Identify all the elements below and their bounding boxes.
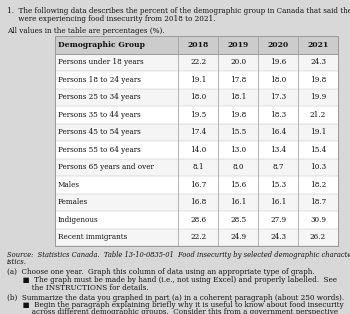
Text: ■  The graph must be made by hand (i.e., not using Excel) and properly labelled.: ■ The graph must be made by hand (i.e., … [7,276,337,284]
Text: 15.5: 15.5 [230,128,246,136]
Text: 20.0: 20.0 [230,58,246,66]
Bar [55,193,338,211]
Text: 19.1: 19.1 [310,128,326,136]
Text: 16.1: 16.1 [230,198,246,206]
Text: 28.5: 28.5 [230,216,246,224]
Text: 8.7: 8.7 [272,163,284,171]
Text: 1.  The following data describes the percent of the demographic group in Canada : 1. The following data describes the perc… [7,7,350,15]
Text: 19.6: 19.6 [270,58,286,66]
Text: Females: Females [58,198,88,206]
Bar [55,123,338,141]
Text: the INSTRUCTIONS for details.: the INSTRUCTIONS for details. [7,284,149,291]
Text: 8.0: 8.0 [232,163,244,171]
Text: across different demographic groups.  Consider this from a government perspectiv: across different demographic groups. Con… [7,308,338,314]
Bar [55,159,338,176]
Text: 2020: 2020 [267,41,289,49]
Text: 17.8: 17.8 [230,76,246,84]
Bar [55,176,338,193]
Text: 13.0: 13.0 [230,146,246,154]
Text: (a)  Choose one year.  Graph this column of data using an appropriate type of gr: (a) Choose one year. Graph this column o… [7,268,315,277]
Bar [55,53,338,71]
Text: were experiencing food insecurity from 2018 to 2021.: were experiencing food insecurity from 2… [7,15,216,23]
Text: 27.9: 27.9 [270,216,286,224]
Text: 15.4: 15.4 [310,146,326,154]
Bar [55,89,338,106]
Text: 22.2: 22.2 [190,58,206,66]
Text: Persons 55 to 64 years: Persons 55 to 64 years [58,146,141,154]
Text: 18.3: 18.3 [270,111,286,119]
Text: 24.9: 24.9 [230,233,246,241]
Text: 24.3: 24.3 [270,233,286,241]
Text: 8.1: 8.1 [192,163,204,171]
Text: ■  Begin the paragraph explaining briefly why it is useful to know about food in: ■ Begin the paragraph explaining briefly… [7,301,344,309]
Text: (b)  Summarize the data you graphed in part (a) in a coherent paragraph (about 2: (b) Summarize the data you graphed in pa… [7,294,344,301]
Text: Persons 65 years and over: Persons 65 years and over [58,163,154,171]
Text: 2021: 2021 [307,41,329,49]
Text: Indigenous: Indigenous [58,216,99,224]
Text: 26.2: 26.2 [310,233,326,241]
Bar [55,36,338,246]
Text: 16.4: 16.4 [270,128,286,136]
Text: 18.7: 18.7 [310,198,326,206]
Text: istics.: istics. [7,258,27,267]
Text: Persons under 18 years: Persons under 18 years [58,58,144,66]
Text: 2019: 2019 [228,41,249,49]
Text: 15.3: 15.3 [270,181,286,189]
Text: Persons 45 to 54 years: Persons 45 to 54 years [58,128,141,136]
Text: 19.1: 19.1 [190,76,206,84]
Bar [55,36,338,53]
Text: Persons 18 to 24 years: Persons 18 to 24 years [58,76,141,84]
Bar [55,141,338,159]
Text: 21.2: 21.2 [310,111,326,119]
Bar [55,106,338,123]
Text: Persons 35 to 44 years: Persons 35 to 44 years [58,111,141,119]
Text: 18.2: 18.2 [310,181,326,189]
Text: 19.5: 19.5 [190,111,206,119]
Text: Source:  Statistics Canada.  Table 13-10-0835-01  Food insecurity by selected de: Source: Statistics Canada. Table 13-10-0… [7,251,350,259]
Text: 16.1: 16.1 [270,198,286,206]
Text: 15.6: 15.6 [230,181,246,189]
Text: 19.9: 19.9 [310,93,326,101]
Text: 18.0: 18.0 [190,93,206,101]
Text: Persons 25 to 34 years: Persons 25 to 34 years [58,93,141,101]
Text: 30.9: 30.9 [310,216,326,224]
Text: 18.1: 18.1 [230,93,246,101]
Text: All values in the table are percentages (%).: All values in the table are percentages … [7,27,164,35]
Bar [55,71,338,89]
Text: 18.0: 18.0 [270,76,286,84]
Text: 13.4: 13.4 [270,146,286,154]
Text: 16.7: 16.7 [190,181,206,189]
Bar [55,229,338,246]
Text: 19.8: 19.8 [230,111,246,119]
Text: Males: Males [58,181,80,189]
Text: 16.8: 16.8 [190,198,206,206]
Text: 2018: 2018 [188,41,209,49]
Text: 28.6: 28.6 [190,216,206,224]
Text: 10.3: 10.3 [310,163,326,171]
Text: Demographic Group: Demographic Group [58,41,145,49]
Text: 22.2: 22.2 [190,233,206,241]
Text: 17.4: 17.4 [190,128,206,136]
Text: 24.3: 24.3 [310,58,326,66]
Text: 14.0: 14.0 [190,146,206,154]
Text: 19.8: 19.8 [310,76,326,84]
Bar [55,211,338,229]
Text: 17.3: 17.3 [270,93,286,101]
Bar [55,36,338,246]
Text: Recent immigrants: Recent immigrants [58,233,127,241]
